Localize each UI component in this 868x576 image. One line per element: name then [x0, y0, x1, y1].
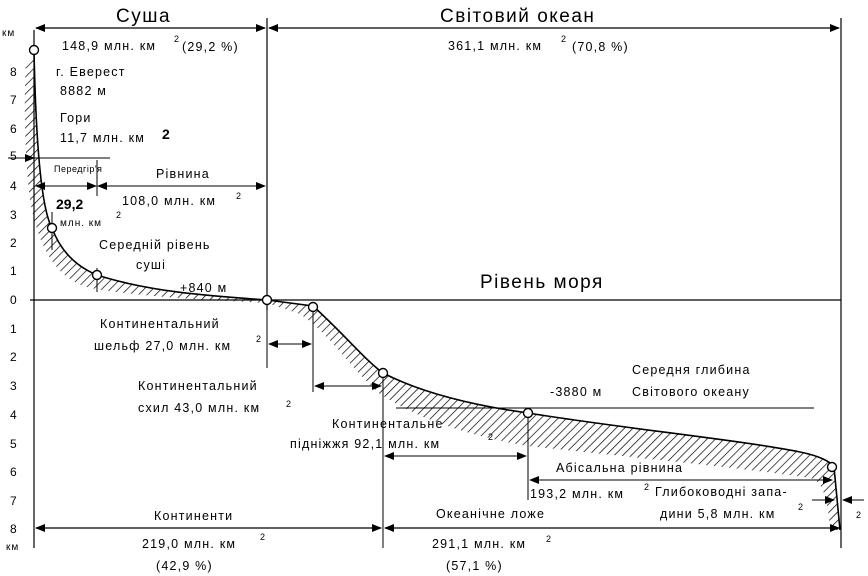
- trench-sup-1: 2: [798, 502, 803, 512]
- mountains-area: 11,7 млн. км: [60, 131, 145, 145]
- rise-sup: 2: [488, 432, 493, 442]
- continents-area: 219,0 млн. км: [142, 537, 236, 551]
- plain-label: Рівнина: [156, 167, 210, 181]
- axis-ticks-above-sea: 8 7 6 5 4 3 2 1 0: [10, 65, 17, 307]
- continents-percent: (42,9 %): [156, 559, 213, 573]
- ocean-area: 361,1 млн. км: [448, 39, 542, 53]
- axis-unit-top: км: [2, 28, 15, 39]
- axis-tick-up-0: 0: [10, 293, 17, 307]
- ocean-floor-percent: (57,1 %): [446, 559, 503, 573]
- mean-ocean-label-2: Світового океану: [632, 385, 750, 399]
- axis-tick-up-3: 3: [10, 208, 17, 222]
- mean-land-label-2: суші: [136, 258, 166, 272]
- axis-tick-down-3: 3: [10, 379, 17, 393]
- slope-label: Континентальний: [138, 379, 258, 393]
- trench-area: дини 5,8 млн. км: [660, 507, 775, 521]
- axis-tick-down-4: 4: [10, 408, 17, 422]
- axis-ticks-below-sea: 1 2 3 4 5 6 7 8: [10, 322, 17, 536]
- land-area: 148,9 млн. км: [62, 39, 156, 53]
- plain-sup: 2: [236, 191, 241, 201]
- mountains-label: Гори: [60, 111, 92, 125]
- sea-level-label: Рівень моря: [480, 272, 604, 293]
- ocean-title: Світовий океан: [440, 6, 595, 27]
- hatched-relief-band: [24, 60, 841, 530]
- trench-sup-2: 2: [856, 510, 861, 520]
- everest-height: 8882 м: [60, 84, 107, 98]
- continents-sup: 2: [260, 532, 265, 542]
- foothills-sup: 2: [116, 210, 121, 220]
- axis-tick-down-5: 5: [10, 437, 17, 451]
- axis-tick-down-7: 7: [10, 494, 17, 508]
- mountain-point: [46, 222, 58, 234]
- ocean-floor-label: Океанічне ложе: [436, 507, 545, 521]
- ocean-area-sup: 2: [561, 34, 566, 44]
- ocean-floor-area: 291,1 млн. км: [432, 537, 526, 551]
- shelf-area: шельф 27,0 млн. км: [94, 339, 231, 353]
- land-percent: (29,2 %): [182, 40, 239, 54]
- plus840-label: +840 м: [180, 281, 227, 295]
- everest-label: г. Еверест: [56, 65, 126, 79]
- axis-tick-down-2: 2: [10, 350, 17, 364]
- ocean-floor-sup: 2: [546, 534, 551, 544]
- axis-tick-down-8: 8: [10, 522, 17, 536]
- axis-tick-up-5: 5: [10, 149, 17, 163]
- foothills-label: Передгір'я: [54, 164, 102, 174]
- mean-land-label: Середній рівень: [99, 238, 211, 252]
- shelf-label: Континентальний: [100, 317, 220, 331]
- axis-unit-bottom: км: [6, 542, 19, 553]
- everest-point: [28, 44, 40, 56]
- axis-tick-down-6: 6: [10, 465, 17, 479]
- axis-tick-up-2: 2: [10, 236, 17, 250]
- axis-tick-up-1: 1: [10, 264, 17, 278]
- axis-tick-down-1: 1: [10, 322, 17, 336]
- abyssal-label: Абісальна рівнина: [556, 461, 683, 475]
- foothills-value: 29,2: [56, 196, 83, 212]
- axis-tick-up-6: 6: [10, 122, 17, 136]
- trench-label: Глибоководні запа-: [655, 485, 788, 499]
- continents-label: Континенти: [154, 509, 233, 523]
- minus3880-label: -3880 м: [550, 385, 602, 399]
- slope-area: схил 43,0 млн. км: [138, 401, 260, 415]
- axis-tick-up-8: 8: [10, 65, 17, 79]
- land-area-sup: 2: [174, 34, 179, 44]
- rise-label: Континентальне: [332, 417, 444, 431]
- mean-ocean-label: Середня глибина: [632, 363, 751, 377]
- axis-tick-up-4: 4: [10, 179, 17, 193]
- shelf-sup: 2: [256, 334, 261, 344]
- trench-point: [826, 461, 838, 473]
- land-title: Суша: [116, 6, 171, 27]
- abyssal-sup: 2: [644, 482, 649, 492]
- axis-tick-up-7: 7: [10, 93, 17, 107]
- plain-area: 108,0 млн. км: [122, 194, 216, 208]
- shelf-edge-point: [307, 301, 319, 313]
- slope-foot-point: [377, 367, 389, 379]
- mean-ocean-point: [522, 407, 534, 419]
- slope-sup: 2: [286, 399, 291, 409]
- mean-land-point: [91, 269, 103, 281]
- ocean-percent: (70,8 %): [572, 40, 629, 54]
- abyssal-area: 193,2 млн. км: [530, 487, 624, 501]
- foothills-unit: млн. км: [60, 218, 102, 229]
- mountains-sup: 2: [162, 126, 170, 142]
- rise-area: підніжжя 92,1 млн. км: [290, 437, 440, 451]
- coast-point: [261, 294, 273, 306]
